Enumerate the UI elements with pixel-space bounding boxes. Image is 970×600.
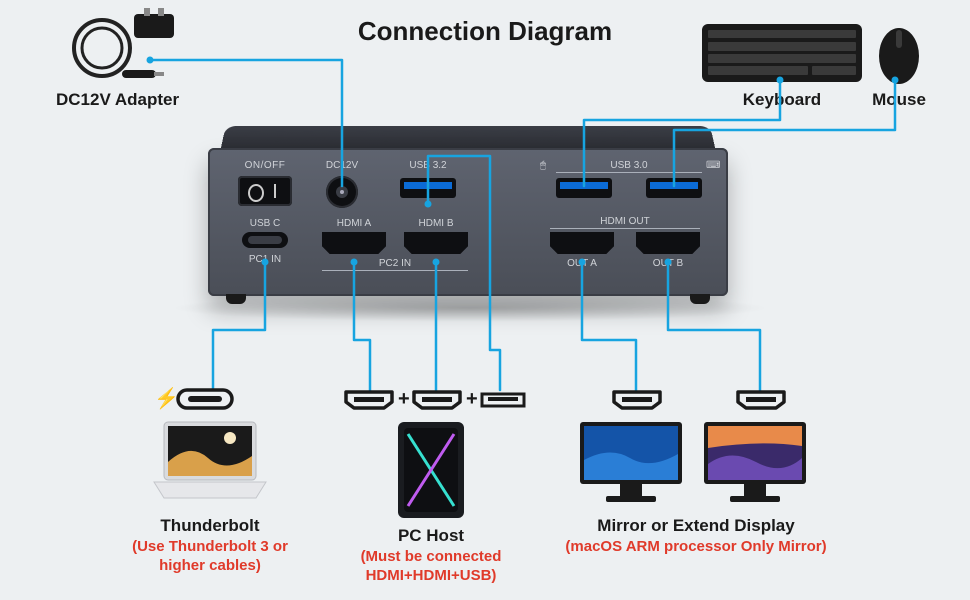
device-shadow xyxy=(170,294,770,322)
port-label-hdmib: HDMI B xyxy=(402,218,470,229)
port-label-outa: OUT A xyxy=(550,258,614,269)
usbc-plug-icon xyxy=(176,388,234,410)
hdmi-out-b-port xyxy=(636,232,700,254)
hdmiout-bracket xyxy=(550,228,700,229)
port-label-hdmia: HDMI A xyxy=(320,218,388,229)
monitor-icon-2 xyxy=(700,418,810,506)
pc2in-bracket xyxy=(322,270,468,271)
hdmi-out-a-port xyxy=(550,232,614,254)
hdmi-plug-icon-2 xyxy=(412,390,462,410)
port-label-pc2in: PC2 IN xyxy=(322,258,468,269)
port-label-usb30: USB 3.0 xyxy=(556,160,702,171)
usb30-bracket xyxy=(556,172,702,173)
pchost-label: PC Host xyxy=(356,526,506,546)
keyboard-icon xyxy=(702,24,862,86)
port-label-hdmiout: HDMI OUT xyxy=(550,216,700,227)
hdmi-plug-icon-3 xyxy=(612,390,662,410)
port-label-usb32: USB 3.2 xyxy=(394,160,462,171)
pc-tower-icon xyxy=(392,418,470,522)
kvm-device xyxy=(208,122,728,302)
hdmi-plug-icon-4 xyxy=(736,390,786,410)
usb30-kb-glyph: ⌨ xyxy=(706,160,720,171)
dc-adapter-label: DC12V Adapter xyxy=(56,90,179,110)
port-label-dc12v: DC12V xyxy=(312,160,372,171)
onoff-switch xyxy=(238,176,292,206)
display-label: Mirror or Extend Display xyxy=(566,516,826,536)
laptop-icon xyxy=(150,418,270,504)
hdmi-b-port xyxy=(404,232,468,254)
port-label-onoff: ON/OFF xyxy=(228,160,302,171)
thunderbolt-label: Thunderbolt xyxy=(130,516,290,536)
pchost-warning: (Must be connected HDMI+HDMI+USB) xyxy=(336,548,526,586)
dc12v-port xyxy=(326,176,358,208)
usb30-mouse-glyph: 🖱 xyxy=(540,160,546,171)
mouse-label: Mouse xyxy=(866,90,932,110)
port-label-pc1in: PC1 IN xyxy=(232,254,298,265)
port-label-usbc: USB C xyxy=(232,218,298,229)
dc-adapter-icon xyxy=(62,8,182,88)
port-label-outb: OUT B xyxy=(636,258,700,269)
usb30-port-a xyxy=(556,178,612,198)
keyboard-label: Keyboard xyxy=(702,90,862,110)
display-warning: (macOS ARM processor Only Mirror) xyxy=(546,538,846,555)
usbc-port xyxy=(242,232,288,248)
mouse-icon xyxy=(876,20,922,86)
usb30-port-b xyxy=(646,178,702,198)
monitor-icon-1 xyxy=(576,418,686,506)
plus-2: + xyxy=(466,388,478,411)
plus-1: + xyxy=(398,388,410,411)
thunderbolt-warning: (Use Thunderbolt 3 or higher cables) xyxy=(120,538,300,576)
hdmi-plug-icon-1 xyxy=(344,390,394,410)
usb-plug-icon xyxy=(480,392,526,408)
usb32-port xyxy=(400,178,456,198)
hdmi-a-port xyxy=(322,232,386,254)
